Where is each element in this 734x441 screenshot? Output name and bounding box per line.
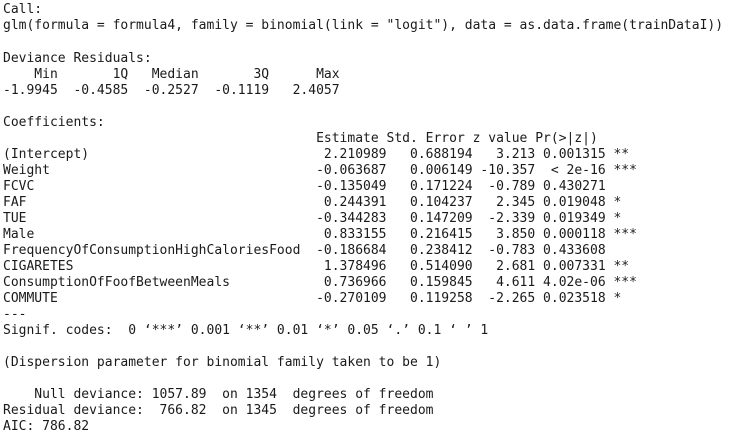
residuals-header: Deviance Residuals: xyxy=(3,51,152,66)
coef-row-consumption: ConsumptionOfFoofBetweenMeals 0.736966 0… xyxy=(3,275,637,290)
coefficients-header: Coefficients: xyxy=(3,115,105,130)
call-expression: glm(formula = formula4, family = binomia… xyxy=(3,18,724,33)
coef-row-commute: COMMUTE -0.270109 0.119258 -2.265 0.0235… xyxy=(3,291,637,306)
coef-row-intercept: (Intercept) 2.210989 0.688194 3.213 0.00… xyxy=(3,147,637,162)
residuals-values: -1.9945 -0.4585 -0.2527 -0.1119 2.4057 xyxy=(3,83,356,98)
coef-row-frequency: FrequencyOfConsumptionHighCaloriesFood -… xyxy=(3,243,637,258)
aic-value: AIC: 786.82 xyxy=(3,419,90,434)
call-header: Call: xyxy=(3,2,43,17)
dispersion-note: (Dispersion parameter for binomial famil… xyxy=(3,355,442,370)
coefficients-columns: Estimate Std. Error z value Pr(>|z|) xyxy=(3,131,630,146)
signif-codes: Signif. codes: 0 ‘***’ 0.001 ‘**’ 0.01 ‘… xyxy=(3,323,489,338)
residuals-labels: Min 1Q Median 3Q Max xyxy=(3,67,356,82)
coef-row-cigaretes: CIGARETES 1.378496 0.514090 2.681 0.0073… xyxy=(3,259,637,274)
coef-row-male: Male 0.833155 0.216415 3.850 0.000118 **… xyxy=(3,227,637,242)
separator-line: --- xyxy=(3,307,27,322)
coef-row-tue: TUE -0.344283 0.147209 -2.339 0.019349 * xyxy=(3,211,637,226)
coef-row-faf: FAF 0.244391 0.104237 2.345 0.019048 * xyxy=(3,195,637,210)
null-deviance: Null deviance: 1057.89 on 1354 degrees o… xyxy=(3,387,434,402)
coef-row-weight: Weight -0.063687 0.006149 -10.357 < 2e-1… xyxy=(3,163,637,178)
coef-row-fcvc: FCVC -0.135049 0.171224 -0.789 0.430271 xyxy=(3,179,637,194)
residual-deviance: Residual deviance: 766.82 on 1345 degree… xyxy=(3,403,434,418)
